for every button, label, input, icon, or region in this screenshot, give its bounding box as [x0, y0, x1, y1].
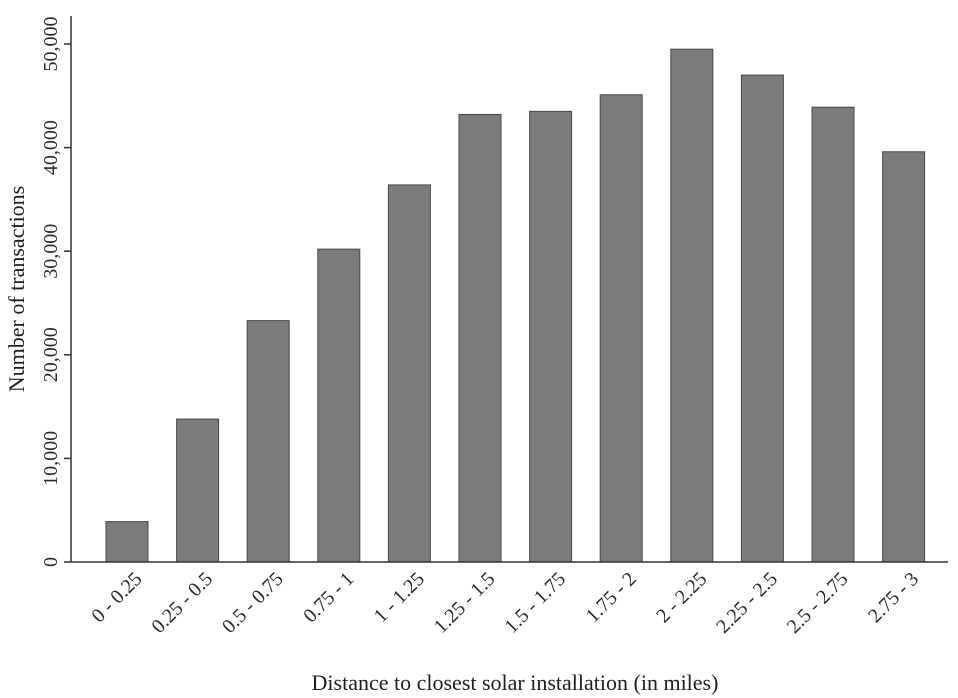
bar — [317, 248, 361, 563]
x-tick-label: 1 - 1.25 — [370, 568, 429, 627]
x-tick-label: 1.75 - 2 — [582, 568, 641, 627]
bar — [458, 113, 502, 563]
x-tick-label: 0.5 - 0.75 — [218, 568, 288, 638]
bars-group — [105, 48, 926, 563]
x-tick-label: 0.25 - 0.5 — [147, 568, 217, 638]
bar — [599, 94, 643, 563]
bar — [246, 320, 290, 563]
bar — [670, 48, 714, 563]
y-tick-label: 20,000 — [40, 327, 62, 382]
x-axis-title: Distance to closest solar installation (… — [312, 670, 719, 695]
x-tick-label: 0.75 - 1 — [299, 568, 358, 627]
bar — [529, 110, 573, 563]
x-tick-label: 2 - 2.25 — [652, 568, 711, 627]
x-tick-label: 2.25 - 2.5 — [712, 568, 782, 638]
bar — [105, 521, 149, 563]
bar — [811, 106, 855, 563]
y-tick-label: 0 — [40, 557, 62, 567]
x-tick-label: 2.75 - 3 — [864, 568, 923, 627]
bar — [882, 151, 926, 563]
y-tick-label: 10,000 — [40, 431, 62, 486]
x-tick-label: 1.25 - 1.5 — [430, 568, 500, 638]
y-ticks-group: 0 10,000 20,000 30,000 40,000 50,000 — [40, 17, 71, 567]
bar — [387, 184, 431, 563]
y-tick-label: 40,000 — [40, 120, 62, 175]
bar — [176, 418, 220, 563]
bar — [740, 74, 784, 563]
y-tick-label: 50,000 — [40, 17, 62, 72]
y-axis-title: Number of transactions — [4, 186, 29, 393]
x-tick-label: 2.5 - 2.75 — [783, 568, 853, 638]
y-tick-label: 30,000 — [40, 224, 62, 279]
x-tick-label: 1.5 - 1.75 — [500, 568, 570, 638]
x-tick-label: 0 - 0.25 — [87, 568, 146, 627]
